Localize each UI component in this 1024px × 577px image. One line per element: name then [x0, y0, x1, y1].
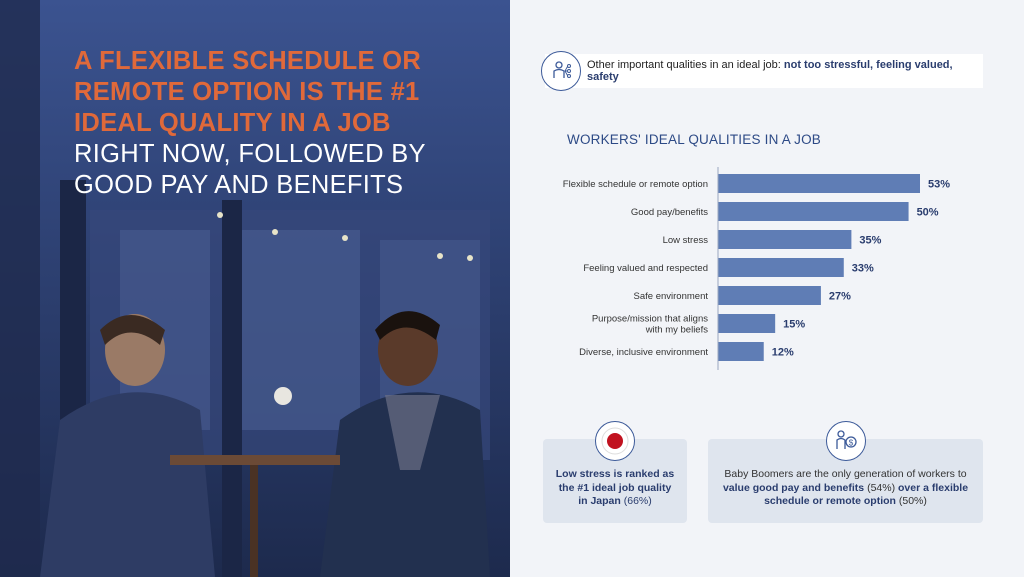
chart-title: WORKERS' IDEAL QUALITIES IN A JOB — [567, 132, 821, 147]
japan-callout-percent: (66%) — [620, 495, 652, 507]
bar-chart: Flexible schedule or remote option 53% Goo… — [563, 167, 950, 370]
value-label: 33% — [852, 263, 874, 275]
value-label: 15% — [783, 319, 805, 331]
bar — [718, 342, 764, 361]
japan-callout-bold: Low stress is ranked as the #1 ideal job… — [555, 468, 675, 507]
hero-photo: A FLEXIBLE SCHEDULE OR REMOTE OPTION IS … — [0, 0, 510, 577]
value-label: 35% — [859, 235, 881, 247]
japan-flag-icon — [595, 421, 635, 461]
category-label: Feeling valued and respected — [583, 263, 708, 274]
bar — [718, 230, 852, 249]
category-label: Purpose/mission that aligns with my belie… — [592, 314, 708, 336]
headline-accent: A FLEXIBLE SCHEDULE OR REMOTE OPTION IS … — [74, 47, 422, 137]
category-label: Good pay/benefits — [631, 207, 708, 218]
svg-text:$: $ — [848, 439, 853, 448]
category-label: Safe environment — [634, 291, 709, 302]
top-note-bold: not too stressful, feeling valued, safet… — [587, 59, 953, 83]
category-label: Low stress — [663, 235, 709, 246]
value-label: 27% — [829, 291, 851, 303]
bar — [718, 314, 776, 333]
value-label: 50% — [917, 207, 939, 219]
boomers-text-3: (50%) — [895, 495, 927, 507]
bar — [718, 202, 909, 221]
boomers-text-1: Baby Boomers are the only generation of … — [724, 468, 967, 480]
boomers-text-2: (54%) — [864, 481, 898, 494]
boomers-callout-card: $ Baby Boomers are the only generation o… — [708, 421, 983, 523]
bar — [718, 258, 844, 277]
top-note-prefix: Other important qualities in an ideal jo… — [587, 59, 784, 71]
category-label: Diverse, inclusive environment — [579, 347, 708, 358]
boomers-callout-text: Baby Boomers are the only generation of … — [722, 468, 969, 509]
value-label: 53% — [928, 179, 950, 191]
boomers-bold-1: value good pay and benefits — [722, 481, 865, 494]
japan-callout-text: Low stress is ranked as the #1 ideal job… — [553, 468, 677, 509]
value-label: 12% — [772, 347, 794, 359]
top-note: Other important qualities in an ideal jo… — [541, 51, 983, 91]
cafe-scene-illustration — [0, 0, 510, 577]
bar — [718, 174, 920, 193]
person-money-icon: $ — [825, 421, 866, 461]
headline-rest: RIGHT NOW, FOLLOWED BY GOOD PAY AND BENE… — [74, 140, 426, 199]
person-network-icon — [541, 51, 581, 91]
top-note-text: Other important qualities in an ideal jo… — [587, 59, 983, 83]
category-label: Flexible schedule or remote option — [563, 179, 708, 190]
japan-callout-card: Low stress is ranked as the #1 ideal job… — [543, 421, 687, 523]
boomers-bold-2: over a flexible schedule or remote optio… — [764, 481, 969, 508]
bar — [718, 286, 821, 305]
headline: A FLEXIBLE SCHEDULE OR REMOTE OPTION IS … — [74, 46, 494, 201]
